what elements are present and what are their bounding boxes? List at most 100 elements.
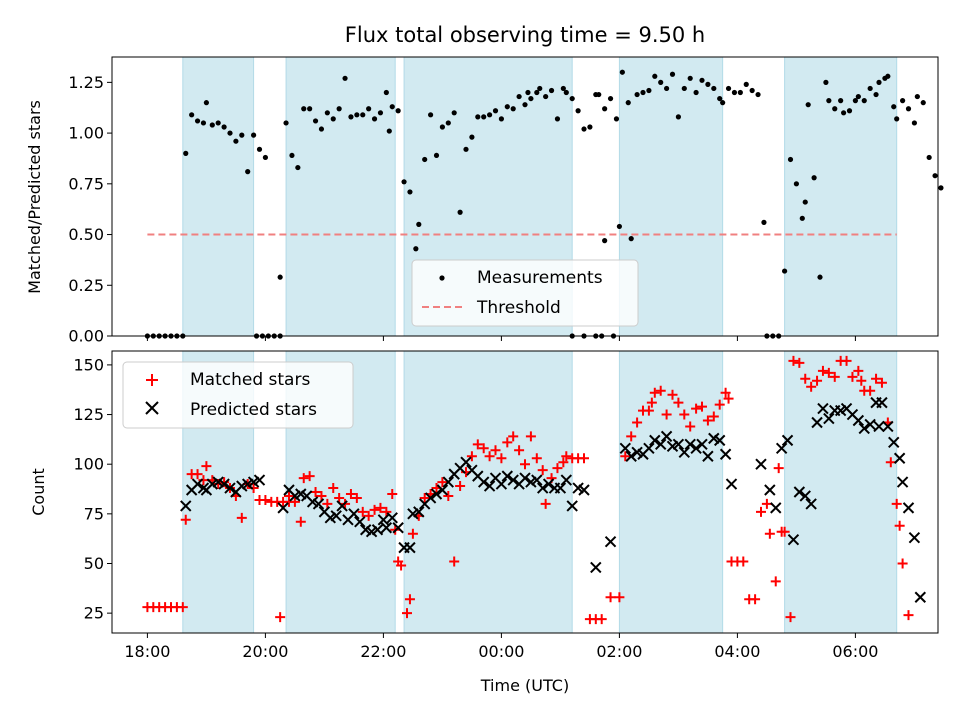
y-tick-label: 150 xyxy=(73,355,104,374)
measurement-point xyxy=(737,89,743,96)
matched-star-point xyxy=(351,492,362,503)
matched-star-point xyxy=(357,506,368,517)
top-y-axis-label: Matched/Predicted stars xyxy=(25,100,44,294)
y-tick-label: 0.75 xyxy=(68,174,104,193)
measurement-point xyxy=(492,108,499,114)
measurement-point xyxy=(386,128,392,134)
measurement-point xyxy=(799,215,805,221)
matched-star-point xyxy=(402,608,412,619)
measurement-point xyxy=(336,106,342,112)
measurement-point xyxy=(855,93,861,100)
predicted-star-point xyxy=(702,450,714,462)
matched-star-point xyxy=(876,377,887,388)
measurement-point xyxy=(720,100,726,106)
matched-star-point xyxy=(697,401,707,412)
predicted-star-point xyxy=(770,502,782,514)
measurement-point xyxy=(832,106,838,112)
predicted-star-point xyxy=(793,486,806,498)
measurement-point xyxy=(428,112,434,118)
matched-star-point xyxy=(322,498,333,509)
measurement-point xyxy=(616,223,623,230)
matched-star-point xyxy=(714,399,725,410)
observing-interval xyxy=(285,56,396,337)
x-tick-label: 06:00 xyxy=(832,642,878,661)
bottom-y-axis: 25 50 75 100 125 150 xyxy=(73,355,112,623)
measurement-point xyxy=(717,95,723,102)
measurement-point xyxy=(487,112,493,118)
matched-star-point xyxy=(856,375,867,386)
matched-star-point xyxy=(180,514,191,525)
x-tick-label: 00:00 xyxy=(478,642,524,661)
predicted-star-point xyxy=(775,442,788,455)
top-y-axis: 0.00 0.25 0.50 0.75 1.00 1.25 xyxy=(68,73,112,346)
predicted-star-point xyxy=(690,442,702,455)
measurement-point xyxy=(891,104,897,110)
measurement-point xyxy=(725,85,732,92)
predicted-star-point xyxy=(224,482,236,494)
matched-star-point xyxy=(738,556,749,567)
matched-star-point xyxy=(800,373,811,384)
measurement-point xyxy=(932,173,938,179)
matched-star-point xyxy=(289,496,300,507)
measurement-point xyxy=(498,116,504,122)
measurement-point xyxy=(348,114,354,120)
predicted-star-point xyxy=(312,498,325,510)
measurement-point xyxy=(200,120,207,126)
top-legend-box xyxy=(411,259,639,327)
observing-interval xyxy=(182,56,255,337)
matched-star-point xyxy=(661,409,672,420)
measurement-point xyxy=(675,114,682,120)
matched-star-point xyxy=(419,492,430,503)
measurement-point xyxy=(330,116,336,122)
matched-star-point xyxy=(841,355,852,366)
measurement-point xyxy=(926,154,932,161)
matched-star-point xyxy=(404,594,415,605)
measurement-point xyxy=(569,95,575,102)
measurement-point xyxy=(805,102,811,108)
y-tick-label: 100 xyxy=(73,455,104,474)
top-plot-frame xyxy=(111,56,939,337)
predicted-star-point xyxy=(873,420,885,433)
matched-star-point xyxy=(829,371,840,382)
measurement-point xyxy=(469,134,475,140)
matched-star-point xyxy=(756,506,766,517)
predicted-star-point xyxy=(495,478,508,490)
matched-star-point xyxy=(443,490,454,501)
measurement-point xyxy=(711,85,717,92)
predicted-star-point xyxy=(477,476,490,488)
matched-star-point xyxy=(614,592,625,603)
matched-star-point xyxy=(847,371,858,382)
measurement-point xyxy=(312,118,319,124)
predicted-star-point xyxy=(371,524,384,536)
predicted-star-point xyxy=(660,430,673,443)
measurements-series xyxy=(144,69,944,339)
predicted-star-point xyxy=(678,446,691,458)
matched-star-point xyxy=(531,453,542,464)
measurement-point xyxy=(183,150,189,156)
matched-star-point xyxy=(275,612,286,623)
measurement-point xyxy=(607,95,614,102)
measurement-point xyxy=(463,146,469,152)
measurement-point xyxy=(245,169,251,175)
measurement-point xyxy=(705,81,711,87)
matched-star-point xyxy=(779,526,790,537)
matched-star-point xyxy=(472,439,483,450)
matched-star-point xyxy=(708,411,719,422)
observing-interval xyxy=(618,350,724,634)
predicted-star-point xyxy=(755,458,767,470)
matched-star-point xyxy=(794,357,805,368)
measurement-point xyxy=(389,104,395,110)
legend-measurements-label: Measurements xyxy=(477,268,603,288)
measurement-point xyxy=(560,85,566,92)
predicted-star-point xyxy=(625,450,637,462)
predicted-star-point xyxy=(430,488,443,500)
y-tick-label: 75 xyxy=(84,504,104,523)
measurement-point xyxy=(811,175,817,181)
legend-measurements-marker xyxy=(439,275,445,281)
matched-star-point xyxy=(579,453,589,464)
predicted-star-point xyxy=(908,531,921,544)
measurement-point xyxy=(802,199,808,205)
predicted-star-point xyxy=(218,478,230,490)
measurement-point xyxy=(283,120,289,126)
measurement-point xyxy=(782,268,788,274)
